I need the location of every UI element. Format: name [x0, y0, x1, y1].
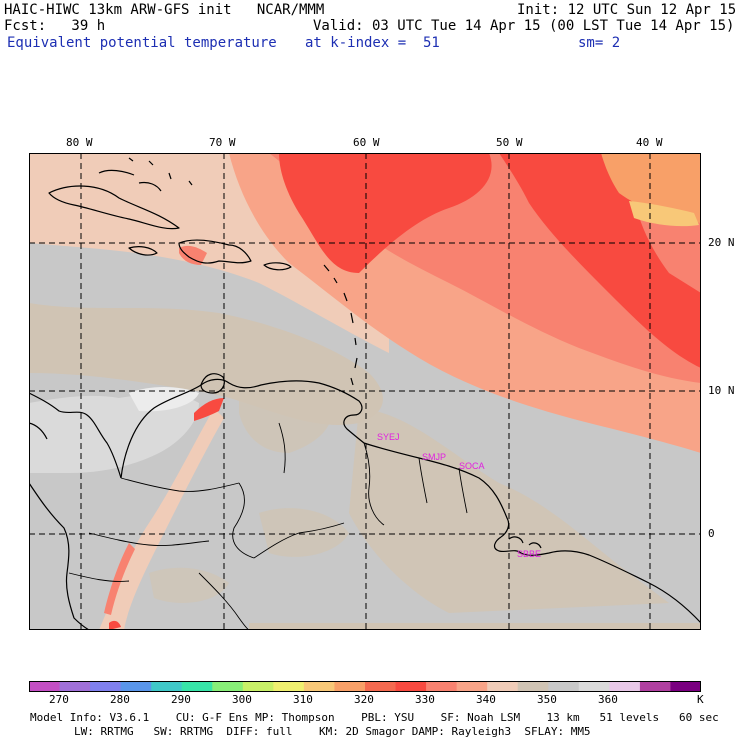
init-time: Init: 12 UTC Sun 12 Apr 15: [517, 2, 737, 18]
lat-lon-grid: [29, 153, 701, 630]
colorbar-swatch: [151, 681, 183, 692]
colorbar-swatch: [426, 681, 458, 692]
field-tan-south: [349, 408, 669, 613]
colorbar-swatch: [303, 681, 335, 692]
colorbar-label-360: 360: [598, 693, 618, 706]
colorbar-swatch: [29, 681, 61, 692]
colorbar-label-330: 330: [415, 693, 435, 706]
colorbar-swatch: [181, 681, 213, 692]
colorbar-label-320: 320: [354, 693, 374, 706]
colorbar-swatch: [578, 681, 610, 692]
colorbar-label-280: 280: [110, 693, 130, 706]
field-pale-west: [29, 394, 199, 473]
colorbar-swatch: [59, 681, 91, 692]
lat-label-10n: 10 N: [708, 384, 735, 397]
field-name: Equivalent potential temperature: [7, 35, 277, 51]
lat-label-20n: 20 N: [708, 236, 735, 249]
level-index: at k-index = 51: [305, 35, 440, 51]
colorbar-swatch: [212, 681, 244, 692]
station-soca: SOCA: [459, 461, 485, 471]
colorbar-label-270: 270: [49, 693, 69, 706]
lon-label-70w: 70 W: [209, 136, 236, 149]
model-info-line2: LW: RRTMG SW: RRTMG DIFF: full KM: 2D Sm…: [74, 725, 591, 738]
lon-label-50w: 50 W: [496, 136, 523, 149]
colorbar-swatch: [273, 681, 305, 692]
station-smjp: SMJP: [422, 452, 446, 462]
colorbar-swatch: [548, 681, 580, 692]
colorbar-swatch: [456, 681, 488, 692]
colorbar-label-290: 290: [171, 693, 191, 706]
colorbar-swatch: [334, 681, 366, 692]
colorbar-swatch: [242, 681, 274, 692]
colorbar-swatch: [517, 681, 549, 692]
map-frame: [29, 153, 701, 630]
colorbar-label-300: 300: [232, 693, 252, 706]
lon-label-40w: 40 W: [636, 136, 663, 149]
smoothing-value: sm= 2: [578, 35, 621, 51]
colorbar-swatch: [395, 681, 427, 692]
field-yellow-ne: [629, 201, 699, 227]
field-andes-ridge: [99, 408, 224, 630]
colorbar-swatch: [487, 681, 519, 692]
coastlines: [29, 157, 701, 630]
theta-e-map: SYEJ SMJP SOCA SBBE: [29, 153, 701, 630]
colorbar-swatch: [120, 681, 152, 692]
model-title: HAIC-HIWC 13km ARW-GFS init NCAR/MMM: [4, 2, 325, 18]
colorbar-label-350: 350: [537, 693, 557, 706]
station-markers: SYEJ SMJP SOCA SBBE: [377, 432, 541, 559]
colorbar-swatch: [670, 681, 701, 692]
forecast-hour: Fcst: 39 h: [4, 18, 106, 34]
field-orange-ne: [601, 153, 701, 223]
valid-time: Valid: 03 UTC Tue 14 Apr 15 (00 LST Tue …: [313, 18, 735, 34]
colorbar-swatch: [639, 681, 671, 692]
field-peach-north: [29, 153, 389, 353]
colorbar-label-340: 340: [476, 693, 496, 706]
colorbar: [29, 681, 701, 692]
colorbar-unit: K: [697, 693, 704, 706]
colorbar-label-310: 310: [293, 693, 313, 706]
station-sbbe: SBBE: [517, 549, 541, 559]
lat-label-0: 0: [708, 527, 715, 540]
colorbar-swatch: [90, 681, 122, 692]
colorbar-frame: [29, 681, 701, 692]
station-syej: SYEJ: [377, 432, 400, 442]
colorbar-swatch: [365, 681, 397, 692]
lon-label-80w: 80 W: [66, 136, 93, 149]
colorbar-swatch: [609, 681, 641, 692]
lon-label-60w: 60 W: [353, 136, 380, 149]
model-info-line1: Model Info: V3.6.1 CU: G-F Ens MP: Thomp…: [30, 711, 719, 724]
